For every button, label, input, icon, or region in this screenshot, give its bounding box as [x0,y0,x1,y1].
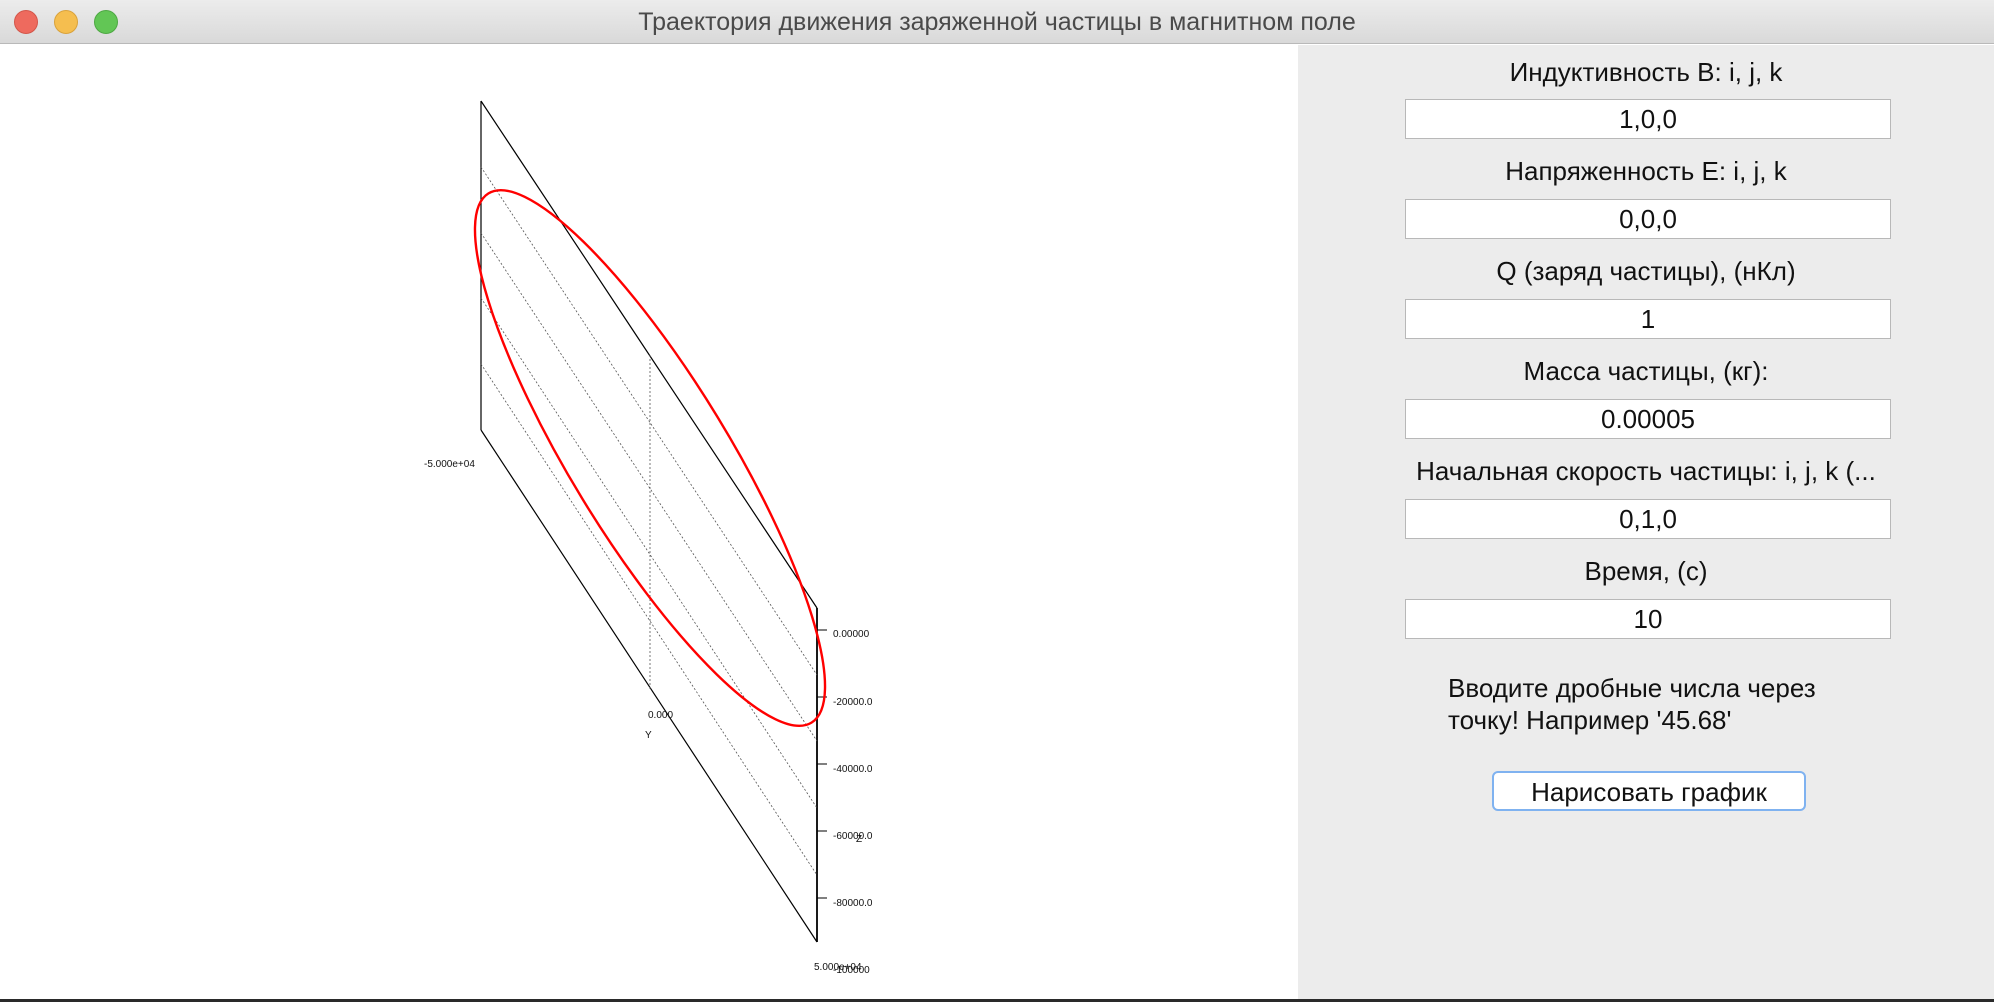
maximize-window-button[interactable] [94,10,118,34]
plot-svg: -5.000e+04 0.000 5.000e+04 Y 0.00000 -20… [424,100,873,976]
y-tick-label: 0.000 [648,710,673,721]
z-tick-marks [817,629,827,899]
top-diagonal-edge [480,100,818,609]
trajectory-plot: -5.000e+04 0.000 5.000e+04 Y 0.00000 -20… [0,45,1298,999]
time-label: Время, (с) [1584,556,1708,586]
z-tick-label: -100000 [833,965,870,976]
velocity-input[interactable] [1405,499,1891,539]
draw-graph-button[interactable]: Нарисовать график [1492,771,1806,811]
charge-input[interactable] [1405,299,1891,339]
z-axis-label: Z [856,834,862,845]
bottom-diagonal-edge [480,429,818,943]
induction-label: Индуктивность B: i, j, k [1509,57,1783,87]
window-bottom-edge [0,999,1994,1002]
decimal-hint-line: Вводите дробные числа через [1448,673,1816,703]
decimal-hint: Вводите дробные числа через точку! Напри… [1448,672,1868,736]
decimal-hint-line: точку! Например '45.68' [1448,705,1732,735]
mass-input[interactable] [1405,399,1891,439]
parameters-panel: Индуктивность B: i, j, k Напряженность E… [1298,45,1994,999]
z-tick-label: 0.00000 [833,629,870,640]
time-input[interactable] [1405,599,1891,639]
y-tick-label: -5.000e+04 [424,459,475,470]
tension-label: Напряженность E: i, j, k [1505,156,1787,186]
title-bar: Траектория движения заряженной частицы в… [0,0,1994,44]
trajectory-curve [473,189,827,727]
grid-line [480,166,818,676]
z-tick-label: -80000.0 [833,898,873,909]
window-title: Траектория движения заряженной частицы в… [638,8,1356,36]
z-tick-label: -40000.0 [833,764,873,775]
y-tick-label: 5.000e+04 [814,962,862,973]
z-tick-label: -60000.0 [833,831,873,842]
induction-input[interactable] [1405,99,1891,139]
tension-input[interactable] [1405,199,1891,239]
close-window-button[interactable] [14,10,38,34]
grid-line [480,363,818,876]
mass-label: Масса частицы, (кг): [1523,356,1769,386]
velocity-label: Начальная скорость частицы: i, j, k (... [1416,456,1876,486]
y-axis-label: Y [645,730,652,741]
z-tick-label: -20000.0 [833,697,873,708]
grid-lines [480,166,818,876]
charge-label: Q (заряд частицы), (нКл) [1496,256,1796,286]
grid-line [480,232,818,742]
minimize-window-button[interactable] [54,10,78,34]
grid-line [480,297,818,809]
